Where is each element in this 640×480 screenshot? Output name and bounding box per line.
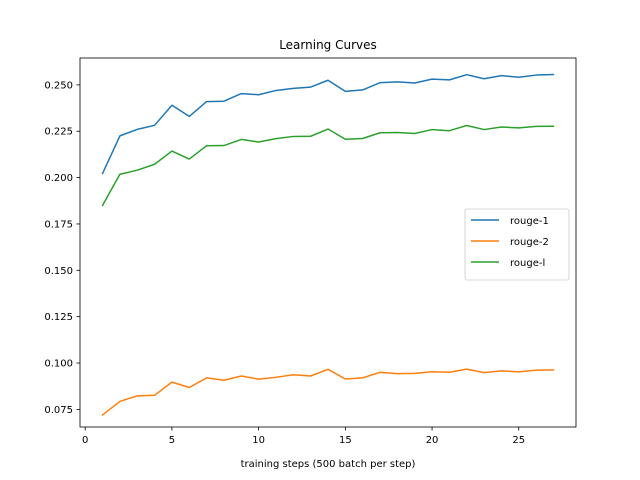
x-tick-label: 5 <box>169 435 175 446</box>
series-line-rouge-1 <box>101 73 555 175</box>
plot-area: 0 5 10 15 20 25 0.075 0.100 0.125 0.150 0.175 0.200… <box>44 57 577 446</box>
legend: rouge-1 rouge-2 rouge-l <box>464 208 570 281</box>
y-tick-label: 0.100 <box>44 359 73 370</box>
x-tick-label: 20 <box>426 435 439 446</box>
y-tick-label: 0.200 <box>44 173 73 184</box>
y-tick-label: 0.150 <box>44 266 73 277</box>
y-tick-label: 0.175 <box>44 219 73 230</box>
legend-label-rouge-1: rouge-1 <box>510 216 549 227</box>
y-tick-label: 0.225 <box>44 127 73 138</box>
y-tick-label: 0.250 <box>44 80 73 91</box>
x-tick-label: 0 <box>82 435 88 446</box>
x-axis-label: training steps (500 batch per step) <box>241 459 416 470</box>
y-tick-label: 0.125 <box>44 312 73 323</box>
axes-frame <box>79 57 577 428</box>
legend-label-rouge-l: rouge-l <box>510 258 545 269</box>
x-tick-label: 15 <box>339 435 352 446</box>
x-tick-label: 25 <box>512 435 525 446</box>
chart-title: Learning Curves <box>279 38 377 52</box>
x-tick-label: 10 <box>252 435 265 446</box>
series-line-rouge-l <box>101 124 555 207</box>
y-tick-label: 0.075 <box>44 405 73 416</box>
legend-label-rouge-2: rouge-2 <box>510 237 549 248</box>
series-line-rouge-2 <box>101 368 555 417</box>
